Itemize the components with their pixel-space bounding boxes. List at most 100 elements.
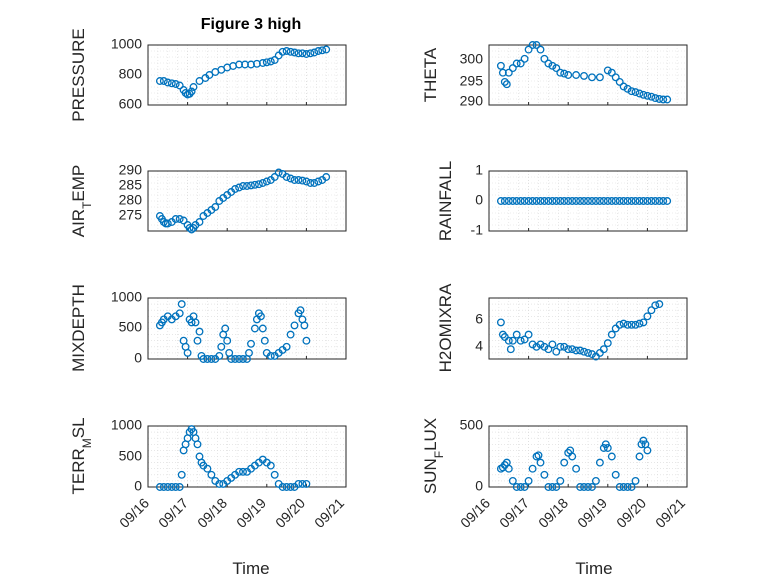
data-point (651, 94, 660, 103)
data-point (278, 483, 287, 491)
data-point (552, 64, 561, 73)
data-point (655, 197, 664, 205)
data-point (528, 197, 537, 205)
panel-air-temp-frame (147, 170, 347, 232)
data-point (564, 197, 573, 205)
data-point (278, 47, 287, 56)
data-point (643, 91, 652, 100)
data-point (603, 66, 612, 75)
xtick-label: 09/18 (535, 495, 571, 531)
data-point (595, 458, 604, 467)
data-point (611, 197, 620, 205)
data-point (568, 345, 577, 354)
data-point (588, 483, 596, 491)
data-point (516, 59, 525, 68)
data-point (270, 470, 279, 479)
data-point (540, 197, 549, 205)
panel-h2omixra-frame (488, 297, 688, 360)
data-point (552, 347, 561, 356)
data-point (619, 483, 628, 491)
data-point (627, 87, 636, 96)
data-point (623, 320, 632, 329)
data-point (595, 197, 604, 205)
panel-mixdepth-ytick-0: 0 (134, 350, 142, 366)
data-point (250, 324, 259, 333)
panel-h2omixra-ylabel: H2OMIXRA (436, 283, 455, 372)
data-point (290, 48, 299, 57)
data-point (528, 41, 537, 49)
data-point (498, 68, 507, 77)
data-point (627, 320, 636, 329)
xtick-labels-right: 09/16 09/17 09/18 09/19 09/20 09/21 (457, 495, 688, 531)
data-point (302, 479, 311, 488)
data-point (203, 464, 212, 473)
data-point (262, 177, 271, 186)
data-point (599, 345, 608, 354)
data-point (619, 197, 628, 205)
data-point (532, 197, 541, 205)
data-point (223, 336, 232, 345)
data-point (294, 479, 303, 488)
data-point (502, 80, 511, 89)
panel-terr-msl-frame (147, 425, 347, 488)
data-point (576, 197, 585, 205)
data-point (256, 312, 265, 321)
data-point (639, 197, 648, 205)
data-point (631, 197, 640, 205)
data-point (512, 330, 521, 339)
panel-sun-flux-points (496, 436, 652, 491)
data-point (306, 179, 315, 187)
data-point (659, 197, 668, 205)
panel-terr-msl-points (155, 425, 311, 491)
data-point (508, 64, 517, 73)
data-point (155, 483, 164, 491)
data-point (639, 90, 648, 99)
data-point (536, 197, 545, 205)
data-point (286, 174, 295, 183)
data-point (258, 179, 267, 187)
data-point (552, 483, 561, 491)
data-point (631, 88, 640, 97)
data-point (651, 301, 660, 310)
panel-mixdepth-frame (147, 297, 347, 360)
data-point (595, 73, 604, 82)
panel-sun-flux-ylabel: SUNFLUX (421, 418, 446, 494)
data-point (607, 452, 616, 461)
data-point (508, 476, 517, 485)
data-point (235, 467, 244, 476)
data-point (300, 321, 309, 330)
panel-mixdepth: MIXDEPTH 0 500 1000 (69, 284, 347, 372)
data-point (615, 483, 624, 491)
data-point (314, 177, 323, 186)
data-point (611, 73, 620, 82)
data-point (556, 342, 565, 351)
data-point (512, 483, 521, 491)
data-point (588, 73, 596, 82)
data-point (163, 78, 172, 87)
panel-pressure-ylabel: PRESSURE (69, 28, 88, 122)
data-point (274, 51, 283, 60)
data-point (175, 215, 184, 223)
data-point (167, 79, 176, 88)
data-point (159, 483, 168, 491)
panel-theta-ytick-2: 300 (460, 51, 484, 67)
data-point (635, 319, 644, 328)
data-point (572, 71, 581, 79)
data-point (286, 483, 295, 491)
data-point (227, 355, 236, 363)
data-point (528, 464, 537, 473)
data-point (177, 470, 186, 479)
data-point (282, 173, 291, 181)
data-point (615, 77, 624, 86)
data-point (572, 346, 581, 355)
data-point (512, 59, 521, 68)
data-point (247, 339, 255, 348)
data-point (195, 327, 204, 336)
data-point (534, 451, 543, 460)
data-point (282, 47, 291, 55)
data-point (306, 49, 315, 58)
data-point (270, 56, 279, 64)
panel-theta-ylabel: THETA (421, 47, 440, 102)
xtick-label: 09/17 (496, 495, 532, 531)
data-point (296, 306, 305, 315)
